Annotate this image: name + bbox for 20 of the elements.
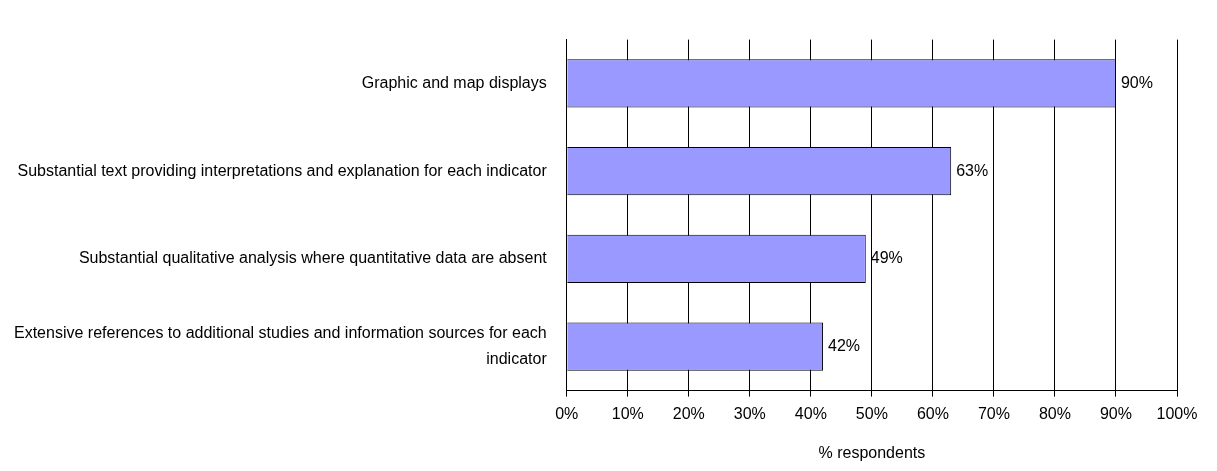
x-tick-label: 20% <box>672 404 705 422</box>
x-tick-label: 10% <box>611 404 644 422</box>
x-tick-label: 30% <box>733 404 766 422</box>
x-tick-label: 0% <box>555 404 579 422</box>
data-label: 63% <box>956 161 989 179</box>
y-tick-label: Graphic and map displays <box>361 73 547 91</box>
x-tick-label: 80% <box>1038 404 1071 422</box>
x-axis-title: % respondents <box>818 443 926 461</box>
data-label: 49% <box>870 249 903 267</box>
y-tick-label: Extensive references to additional studies and information sources for each indicator <box>13 324 548 367</box>
data-label: 90% <box>1120 73 1154 91</box>
x-tick-label: 50% <box>855 404 888 422</box>
data-label: 42% <box>828 337 861 355</box>
y-tick-label: Substantial qualitative analysis where quantitative data are absent <box>78 249 548 267</box>
x-tick-label: 40% <box>794 404 827 422</box>
x-tick-label: 90% <box>1099 404 1132 422</box>
x-tick-label: 70% <box>977 404 1010 422</box>
x-tick-label: 100% <box>1156 404 1198 422</box>
y-tick-label: Substantial text providing interpretations and explanation for each indicator <box>17 161 548 179</box>
x-tick-label: 60% <box>916 404 949 422</box>
